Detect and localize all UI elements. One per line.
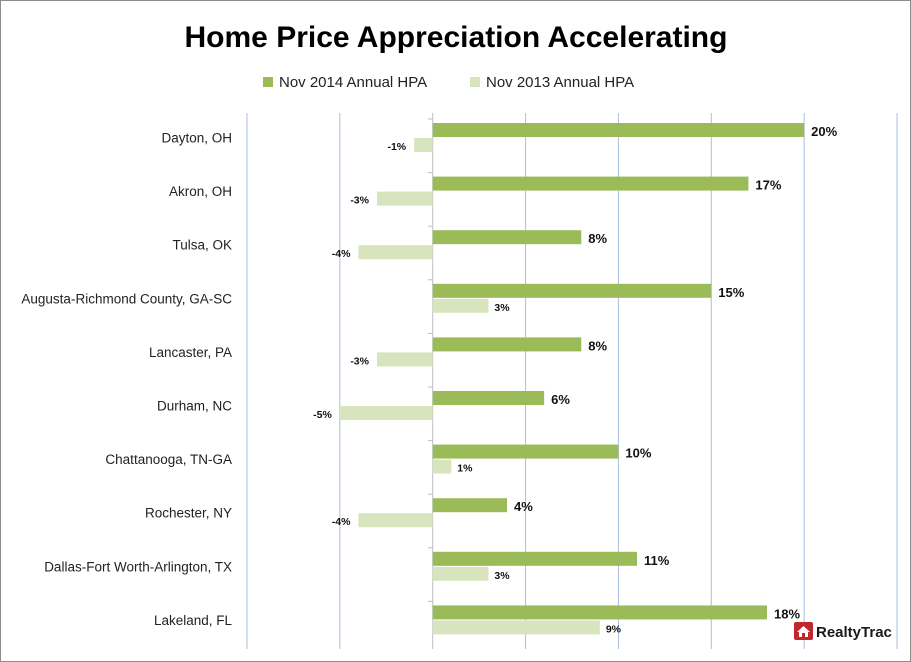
bar-nov-2014 <box>432 123 805 137</box>
data-label-nov-2014: 4% <box>514 499 533 514</box>
data-label-nov-2013: -3% <box>350 195 369 207</box>
category-label: Lancaster, PA <box>149 345 232 360</box>
legend-swatch-nov-2014 <box>263 77 273 87</box>
legend: Nov 2014 Annual HPA Nov 2013 Annual HPA <box>263 74 634 91</box>
bar-nov-2014 <box>432 391 545 405</box>
category-label: Lakeland, FL <box>154 613 233 628</box>
bar-nov-2013 <box>358 245 433 260</box>
data-label-nov-2013: 3% <box>494 570 510 582</box>
bar-nov-2013 <box>414 138 433 152</box>
data-label-nov-2013: 9% <box>606 623 622 635</box>
category-label: Durham, NC <box>157 399 232 414</box>
data-label-nov-2014: 17% <box>755 178 781 193</box>
bar-nov-2014 <box>432 176 749 191</box>
data-label-nov-2014: 8% <box>588 338 607 353</box>
category-label: Augusta-Richmond County, GA-SC <box>21 291 232 306</box>
data-labels: 20% -1% 17% -3% 8% -4% 15% 3% 8% -3% 6% -5% 10% 1% 4% -… <box>313 124 837 635</box>
bar-nov-2013 <box>432 459 452 474</box>
bar-nov-2013 <box>432 620 600 635</box>
category-label: Chattanooga, TN-GA <box>105 452 232 467</box>
bar-nov-2013 <box>432 298 489 313</box>
data-label-nov-2013: -3% <box>350 355 369 367</box>
data-label-nov-2014: 18% <box>774 606 800 621</box>
bar-nov-2014 <box>432 230 582 245</box>
bar-nov-2013 <box>377 352 433 367</box>
data-label-nov-2014: 10% <box>625 446 651 461</box>
bar-nov-2014 <box>432 551 637 566</box>
data-label-nov-2014: 15% <box>718 285 744 300</box>
gridlines <box>246 113 898 649</box>
bar-nov-2014 <box>432 337 582 352</box>
category-label: Rochester, NY <box>145 506 232 521</box>
bar-nov-2014 <box>432 498 507 513</box>
category-labels: Dayton, OH Akron, OH Tulsa, OK Augusta-Rich… <box>21 131 232 628</box>
data-label-nov-2014: 20% <box>811 124 837 139</box>
bar-nov-2013 <box>358 513 433 528</box>
legend-label-nov-2013: Nov 2013 Annual HPA <box>486 74 634 91</box>
data-label-nov-2013: 3% <box>494 302 510 314</box>
data-label-nov-2013: -4% <box>332 516 351 528</box>
legend-swatch-nov-2013 <box>470 77 480 87</box>
category-label: Dayton, OH <box>161 131 232 146</box>
category-label: Dallas-Fort Worth-Arlington, TX <box>44 559 232 574</box>
chart-title: Home Price Appreciation Accelerating <box>185 21 728 54</box>
house-icon <box>794 622 813 640</box>
legend-label-nov-2014: Nov 2014 Annual HPA <box>279 74 427 91</box>
data-label-nov-2014: 11% <box>644 553 670 568</box>
data-label-nov-2014: 6% <box>551 392 570 407</box>
data-label-nov-2013: -1% <box>387 141 406 153</box>
data-label-nov-2013: -5% <box>313 409 332 421</box>
bar-nov-2013 <box>339 406 433 420</box>
bar-nov-2013 <box>377 191 433 206</box>
bar-nov-2014 <box>432 283 712 298</box>
data-label-nov-2014: 8% <box>588 231 607 246</box>
data-label-nov-2013: 1% <box>457 463 473 475</box>
bar-nov-2014 <box>432 605 767 620</box>
category-label: Tulsa, OK <box>172 238 232 253</box>
logo-text: RealtyTrac <box>816 624 892 641</box>
realtytrac-logo: RealtyTrac <box>794 622 892 641</box>
bar-nov-2013 <box>432 566 489 581</box>
bars <box>339 123 805 635</box>
data-label-nov-2013: -4% <box>332 248 351 260</box>
category-label: Akron, OH <box>169 184 232 199</box>
bar-nov-2014 <box>432 444 619 459</box>
